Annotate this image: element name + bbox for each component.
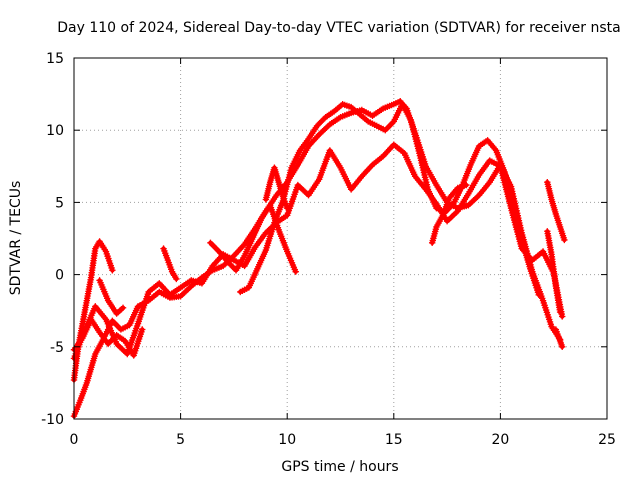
y-axis-label: SDTVAR / TECUs <box>8 181 24 296</box>
x-tick-label: 15 <box>385 432 403 448</box>
y-tick-label: 5 <box>55 195 64 211</box>
x-tick-label: 0 <box>70 432 79 448</box>
series-arc-11 <box>428 181 470 247</box>
x-axis-label: GPS time / hours <box>281 459 398 475</box>
series-arc-2 <box>396 98 564 343</box>
series-arc-7 <box>96 277 127 317</box>
plot-frame <box>73 57 608 420</box>
y-tick-label: -10 <box>41 412 64 428</box>
series-arc-14 <box>552 326 566 350</box>
data-point <box>561 236 568 244</box>
data-points <box>70 98 568 420</box>
data-point <box>119 304 127 312</box>
series-arc-1 <box>70 98 404 420</box>
data-point <box>139 326 146 333</box>
data-point <box>173 275 180 283</box>
y-tick-label: -5 <box>50 340 64 356</box>
series-arc-12 <box>544 178 568 244</box>
data-point <box>463 181 470 189</box>
y-tick-label: 15 <box>46 51 64 67</box>
series-arc-6 <box>70 316 146 359</box>
data-point <box>559 343 566 350</box>
x-tick-label: 25 <box>598 432 616 448</box>
y-tick-label: 0 <box>55 268 64 284</box>
data-point <box>109 267 116 274</box>
series-track <box>397 99 563 342</box>
x-tick-label: 5 <box>176 432 185 448</box>
grid-lines <box>74 58 607 419</box>
series-arc-9 <box>207 202 299 275</box>
series-arc-13 <box>544 228 564 316</box>
data-point <box>535 291 542 299</box>
series-arc-10 <box>262 164 291 212</box>
data-point <box>559 313 566 320</box>
chart-title: Day 110 of 2024, Sidereal Day-to-day VTE… <box>57 20 620 36</box>
data-point <box>292 268 299 275</box>
x-tick-label: 10 <box>278 432 296 448</box>
series-arc-8 <box>160 245 180 283</box>
y-tick-label: 10 <box>46 123 64 139</box>
x-tick-label: 20 <box>491 432 509 448</box>
axis-ticks: 0 5 10 15 20 25 -10 -5 0 5 10 15 <box>41 51 616 448</box>
data-point <box>556 308 564 316</box>
series-track <box>71 99 403 419</box>
series-arc-4 <box>70 141 566 362</box>
data-point <box>284 204 291 212</box>
